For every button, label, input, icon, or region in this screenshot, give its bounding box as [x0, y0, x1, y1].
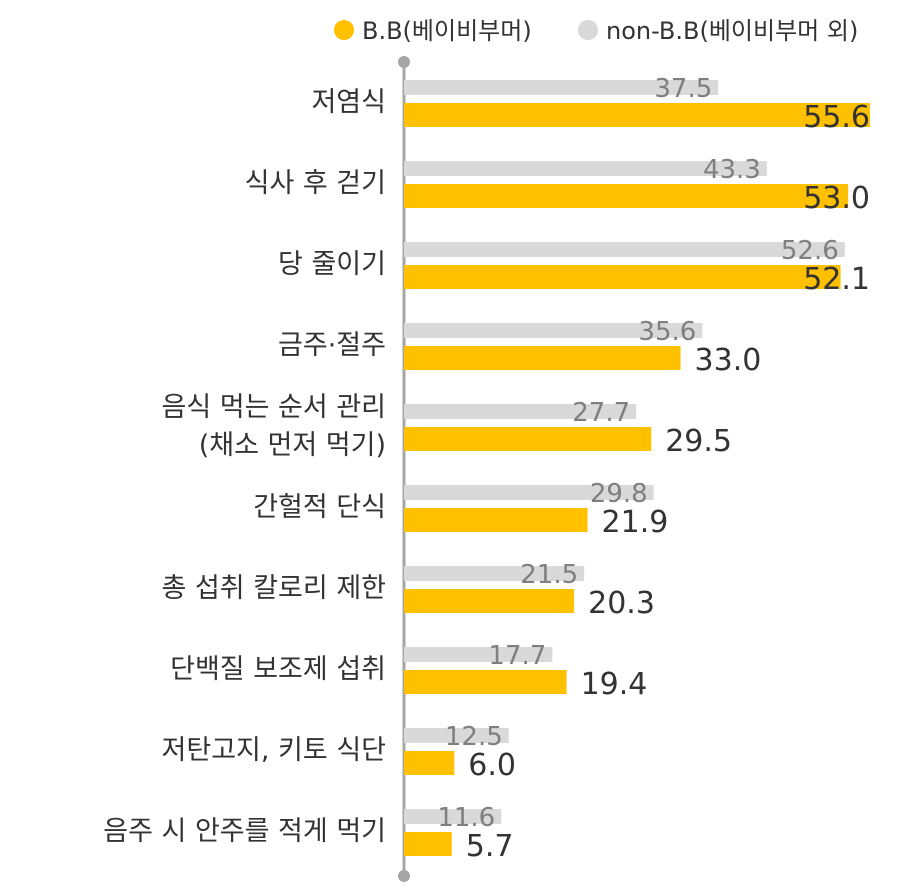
value-label-bb-7: 19.4 — [581, 667, 648, 702]
category-label-0: 저염식 — [311, 87, 386, 118]
bar-bb-8 — [404, 751, 455, 775]
value-label-bb-9: 5.7 — [466, 829, 514, 864]
bar-nonbb-4 — [404, 404, 637, 419]
category-label-6: 총 섭취 칼로리 제한 — [162, 573, 386, 604]
bar-bb-1 — [404, 184, 849, 208]
bar-nonbb-9 — [404, 809, 502, 824]
value-label-nonbb-2: 52.6 — [781, 236, 839, 266]
value-label-nonbb-0: 37.5 — [654, 74, 712, 104]
legend-label-1: non-B.B(베이비부머 외) — [606, 17, 858, 45]
value-label-nonbb-8: 12.5 — [445, 722, 503, 752]
bar-nonbb-8 — [404, 728, 509, 743]
axis-top-cap — [398, 56, 410, 68]
axis-bottom-cap — [398, 870, 410, 882]
value-label-nonbb-6: 21.5 — [520, 560, 578, 590]
legend-swatch-0 — [334, 20, 354, 40]
value-label-bb-3: 33.0 — [695, 343, 762, 378]
category-label-1: 식사 후 걷기 — [245, 168, 386, 199]
bar-bb-6 — [404, 589, 575, 613]
bar-bb-7 — [404, 670, 567, 694]
value-label-bb-2: 52.1 — [803, 262, 870, 297]
bar-nonbb-7 — [404, 647, 553, 662]
legend-swatch-1 — [578, 20, 598, 40]
value-label-bb-8: 6.0 — [468, 748, 516, 783]
bar-bb-2 — [404, 265, 841, 289]
legend-label-0: B.B(베이비부머) — [362, 17, 532, 45]
value-label-nonbb-3: 35.6 — [638, 317, 696, 347]
bar-bb-0 — [404, 103, 870, 127]
category-label-5: 간헐적 단식 — [253, 492, 386, 523]
category-label-2: 당 줄이기 — [278, 249, 386, 280]
category-label-4-line-1: (채소 먼저 먹기) — [199, 430, 386, 461]
value-label-bb-1: 53.0 — [803, 181, 870, 216]
bar-nonbb-2 — [404, 242, 845, 257]
bar-nonbb-3 — [404, 323, 703, 338]
category-label-9: 음주 시 안주를 적게 먹기 — [103, 816, 386, 847]
category-label-8: 저탄고지, 키토 식단 — [162, 735, 386, 766]
bar-bb-4 — [404, 427, 652, 451]
value-label-nonbb-5: 29.8 — [590, 479, 648, 509]
bar-bb-3 — [404, 346, 681, 370]
value-label-bb-4: 29.5 — [665, 424, 732, 459]
bar-nonbb-0 — [404, 80, 719, 95]
legend: B.B(베이비부머) non-B.B(베이비부머 외) — [334, 17, 858, 45]
labels-layer: 37.5 55.6 저염식 43.3 53.0 식사 후 걷기 52.652.1 당 줄이기 3… — [103, 74, 870, 864]
value-label-nonbb-7: 17.7 — [488, 641, 546, 671]
bar-nonbb-1 — [404, 161, 767, 176]
bar-bb-9 — [404, 832, 452, 856]
value-label-bb-6: 20.3 — [588, 586, 655, 621]
bar-nonbb-6 — [404, 566, 585, 581]
value-label-nonbb-9: 11.6 — [437, 803, 495, 833]
bar-bb-5 — [404, 508, 588, 532]
category-label-4-line-0: 음식 먹는 순서 관리 — [162, 392, 386, 423]
bar-nonbb-5 — [404, 485, 654, 500]
value-label-nonbb-1: 43.3 — [703, 155, 761, 185]
value-label-bb-0: 55.6 — [803, 100, 870, 135]
category-label-3: 금주·절주 — [278, 330, 386, 361]
bars-layer — [404, 80, 870, 856]
value-label-nonbb-4: 27.7 — [572, 398, 630, 428]
category-label-7: 단백질 보조제 섭취 — [170, 654, 386, 685]
value-label-bb-5: 21.9 — [602, 505, 669, 540]
